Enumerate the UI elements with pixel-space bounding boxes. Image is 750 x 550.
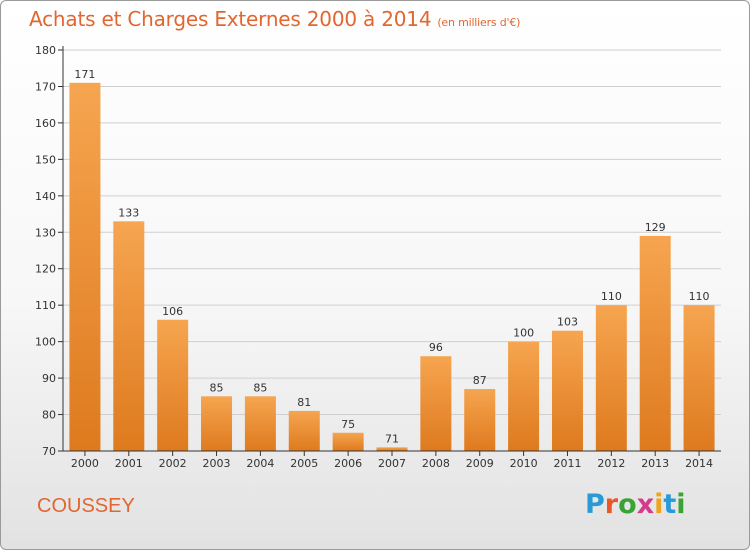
bar-2011 (551, 330, 583, 451)
y-tick-label: 120 (35, 263, 56, 276)
proxiti-logo: Proxiti (585, 489, 686, 520)
logo-letter: P (585, 489, 605, 520)
x-tick-label-2001: 2001 (115, 457, 143, 470)
x-tick-label-2008: 2008 (422, 457, 450, 470)
x-tick-label-2013: 2013 (641, 457, 669, 470)
x-tick-label-2010: 2010 (510, 457, 538, 470)
data-label-2014: 110 (689, 290, 710, 303)
y-tick-label: 80 (42, 409, 56, 422)
x-tick-label-2002: 2002 (159, 457, 187, 470)
data-label-2005: 81 (297, 396, 311, 409)
x-tick-label-2000: 2000 (71, 457, 99, 470)
y-tick-label: 100 (35, 336, 56, 349)
bar-2009 (464, 389, 496, 451)
x-tick-label-2014: 2014 (685, 457, 713, 470)
y-tick-label: 170 (35, 80, 56, 93)
bar-2010 (508, 341, 540, 451)
chart-subtitle: (en milliers d'€) (437, 16, 521, 29)
x-tick-label-2006: 2006 (334, 457, 362, 470)
y-tick-label: 110 (35, 299, 56, 312)
bar-2000 (69, 82, 101, 452)
bar-2013 (639, 235, 671, 451)
chart-title: Achats et Charges Externes 2000 à 2014 (e… (29, 7, 520, 31)
bar-2007 (376, 447, 408, 451)
data-label-2010: 100 (513, 327, 534, 340)
bar-2002 (157, 319, 189, 451)
y-tick-label: 150 (35, 153, 56, 166)
chart-title-text: Achats et Charges Externes 2000 à 2014 (29, 7, 432, 31)
y-tick-label: 90 (42, 372, 56, 385)
x-tick-label-2005: 2005 (290, 457, 318, 470)
data-label-2008: 96 (429, 341, 443, 354)
data-label-2013: 129 (645, 221, 666, 234)
y-tick-label: 130 (35, 226, 56, 239)
x-tick-label-2007: 2007 (378, 457, 406, 470)
data-label-2007: 71 (385, 432, 399, 445)
y-tick-label: 140 (35, 190, 56, 203)
data-label-2006: 75 (341, 418, 355, 431)
bar-2001 (113, 221, 145, 451)
logo-letter: x (636, 489, 655, 520)
data-label-2012: 110 (601, 290, 622, 303)
x-tick-label-2003: 2003 (203, 457, 231, 470)
logo-letter: t (663, 489, 677, 520)
data-label-2003: 85 (210, 381, 224, 394)
x-tick-label-2004: 2004 (246, 457, 274, 470)
bar-2005 (288, 410, 320, 451)
y-tick-label: 180 (35, 44, 56, 57)
x-tick-label-2009: 2009 (466, 457, 494, 470)
logo-letter: r (604, 489, 619, 520)
y-tick-label: 70 (42, 445, 56, 458)
logo-letter: i (654, 489, 664, 520)
data-label-2002: 106 (162, 305, 183, 318)
x-tick-label-2012: 2012 (597, 457, 625, 470)
bar-2014 (683, 305, 715, 451)
bar-2008 (420, 356, 452, 451)
bar-2004 (244, 396, 276, 451)
bar-2012 (595, 305, 627, 451)
data-label-2004: 85 (253, 381, 267, 394)
logo-letter: i (676, 489, 686, 520)
data-label-2009: 87 (473, 374, 487, 387)
commune-name: COUSSEY (37, 495, 135, 517)
data-label-2001: 133 (118, 206, 139, 219)
bar-2003 (201, 396, 233, 451)
data-label-2011: 103 (557, 316, 578, 329)
logo-letter: o (618, 489, 637, 520)
data-label-2000: 171 (74, 68, 95, 81)
x-tick-label-2011: 2011 (553, 457, 581, 470)
bar-2006 (332, 432, 364, 451)
y-tick-label: 160 (35, 117, 56, 130)
